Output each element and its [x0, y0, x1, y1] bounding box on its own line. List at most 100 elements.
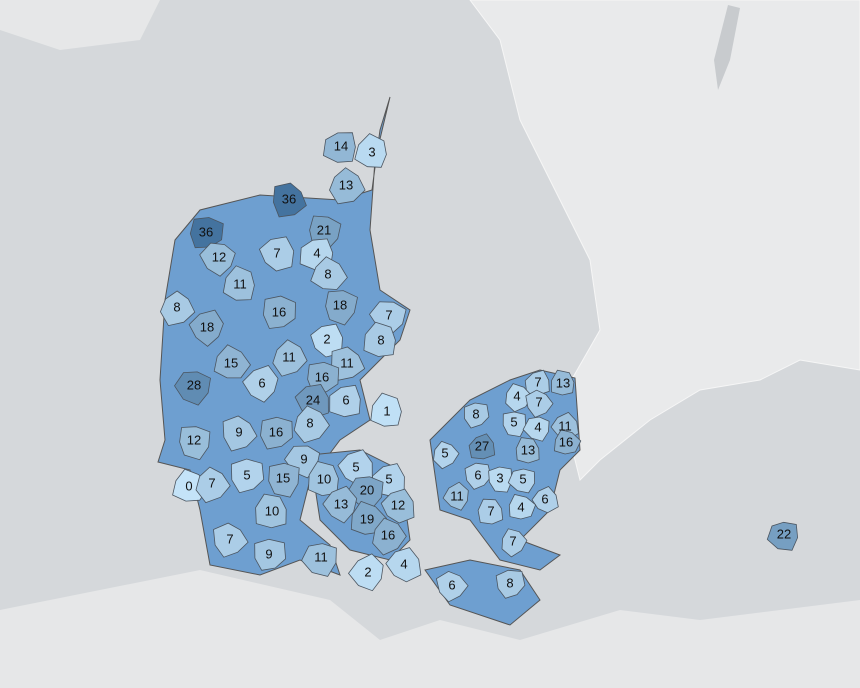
municipality	[272, 182, 307, 218]
municipality	[766, 521, 799, 551]
municipality	[260, 416, 293, 450]
municipality	[507, 468, 536, 494]
municipality	[199, 242, 236, 277]
municipality	[553, 429, 582, 455]
municipality-label: 7	[385, 307, 392, 322]
municipality-label: 13	[556, 375, 570, 390]
municipality	[347, 553, 384, 592]
municipality	[363, 321, 396, 357]
municipality	[477, 498, 504, 525]
municipality	[195, 466, 231, 504]
municipality-label: 5	[519, 471, 526, 486]
municipality-label: 6	[448, 577, 455, 592]
municipality-label: 7	[534, 374, 541, 389]
municipality-label: 8	[324, 266, 331, 281]
municipality	[370, 392, 402, 427]
municipality	[325, 290, 358, 326]
municipality-label: 13	[521, 442, 535, 457]
municipality-label: 8	[506, 575, 513, 590]
municipality-label: 21	[317, 222, 331, 237]
municipality-label: 8	[173, 299, 180, 314]
municipality	[380, 488, 415, 524]
municipality	[488, 466, 513, 493]
municipality-label: 14	[334, 138, 348, 153]
municipality-label: 11	[282, 349, 296, 364]
municipality	[322, 485, 358, 524]
municipality-label: 4	[534, 419, 541, 434]
lake	[714, 5, 740, 90]
municipality	[515, 437, 540, 464]
municipality-label: 16	[272, 304, 286, 319]
municipality	[268, 462, 300, 498]
municipality-label: 10	[317, 471, 331, 486]
municipality	[495, 569, 526, 599]
municipality-label: 19	[360, 511, 374, 526]
municipality-label: 7	[509, 533, 516, 548]
municipality	[174, 371, 211, 406]
municipality	[310, 323, 343, 358]
municipality-label: 5	[510, 414, 517, 429]
municipality-label: 28	[187, 377, 201, 392]
municipality	[222, 265, 255, 301]
municipality-label: 4	[400, 556, 407, 571]
municipality-label: 9	[235, 424, 242, 439]
municipality-label: 5	[385, 471, 392, 486]
municipality-label: 3	[496, 470, 503, 485]
municipality-label: 3	[368, 144, 375, 159]
municipality	[222, 415, 258, 452]
municipality-label: 7	[487, 503, 494, 518]
municipality-label: 6	[474, 467, 481, 482]
municipality	[188, 309, 224, 347]
municipality-label: 7	[273, 245, 280, 260]
norway	[0, 0, 160, 50]
municipality-label: 12	[391, 497, 405, 512]
municipality	[435, 570, 469, 603]
municipality	[255, 493, 287, 529]
municipality-label: 20	[360, 482, 374, 497]
municipality-label: 18	[333, 297, 347, 312]
municipality	[522, 416, 550, 442]
municipality	[310, 256, 348, 290]
municipality-label: 15	[276, 470, 290, 485]
municipality	[329, 384, 361, 418]
municipality-label: 11	[314, 549, 328, 564]
municipality-label: 24	[306, 392, 320, 407]
municipality-label: 6	[541, 491, 548, 506]
municipality-label: 8	[306, 415, 313, 430]
municipality-label: 15	[224, 355, 238, 370]
municipality	[213, 344, 251, 379]
municipality	[213, 522, 249, 558]
municipality-label: 5	[243, 467, 250, 482]
municipality	[254, 538, 287, 571]
municipality-label: 4	[517, 499, 524, 514]
municipality-label: 10	[265, 503, 279, 518]
jutland	[157, 96, 411, 576]
municipality-label: 16	[381, 527, 395, 542]
municipality	[242, 365, 279, 403]
municipality-label: 8	[472, 406, 479, 421]
municipality	[308, 461, 339, 497]
municipality-label: 11	[558, 418, 572, 433]
municipality-label: 12	[187, 432, 201, 447]
municipality	[468, 433, 496, 460]
municipality-label: 4	[513, 388, 520, 403]
municipality	[502, 411, 527, 438]
municipality-label: 11	[450, 488, 464, 503]
municipality-label: 5	[352, 459, 359, 474]
municipality-label: 7	[535, 394, 542, 409]
municipality	[329, 167, 366, 205]
municipality	[354, 133, 387, 168]
municipality-label: 11	[233, 276, 247, 291]
municipality	[262, 295, 296, 329]
municipality	[508, 494, 537, 520]
municipality	[307, 361, 340, 393]
municipality	[372, 517, 407, 556]
municipality-label: 7	[208, 475, 215, 490]
municipality-label: 27	[475, 438, 489, 453]
municipality	[505, 383, 533, 413]
municipality	[524, 369, 550, 396]
municipality	[159, 290, 196, 327]
sweden	[469, 0, 860, 481]
municipality-label: 9	[265, 546, 272, 561]
